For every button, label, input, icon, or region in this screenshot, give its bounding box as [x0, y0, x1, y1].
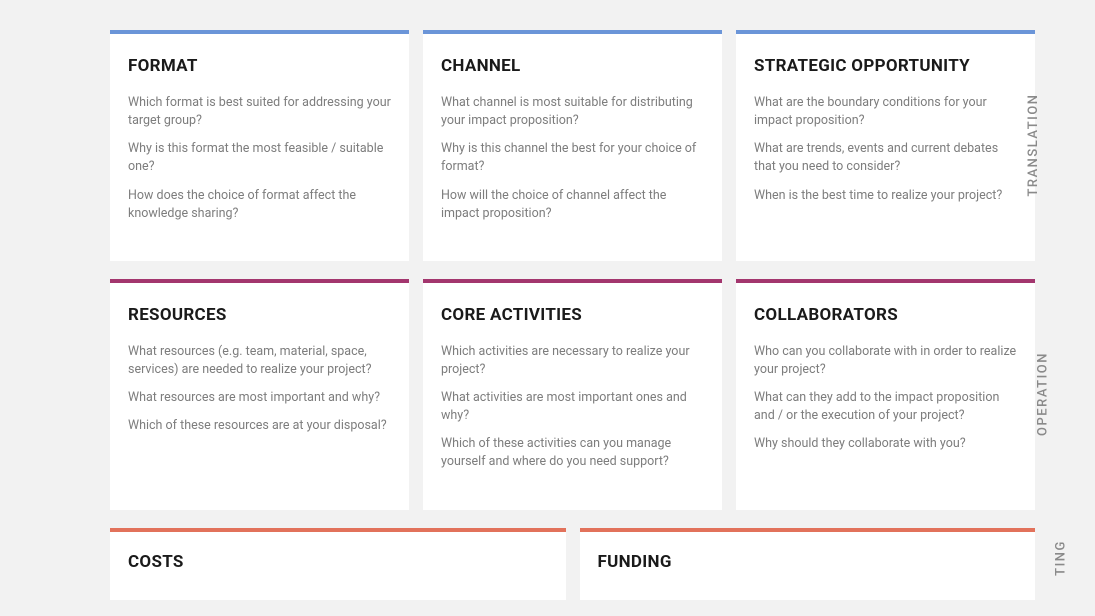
row-translation-cards: FORMAT Which format is best suited for a… — [110, 30, 1035, 261]
card-question: Who can you collaborate with in order to… — [754, 343, 1017, 379]
canvas-container: FORMAT Which format is best suited for a… — [0, 0, 1095, 600]
row-translation: FORMAT Which format is best suited for a… — [110, 30, 1035, 261]
card-question: What can they add to the impact proposit… — [754, 389, 1017, 425]
card-question: What activities are most important ones … — [441, 389, 704, 425]
row-budgeting: COSTS FUNDING TING — [110, 528, 1035, 600]
card-format: FORMAT Which format is best suited for a… — [110, 30, 409, 261]
card-question: How does the choice of format affect the… — [128, 187, 391, 223]
card-costs: COSTS — [110, 528, 566, 600]
card-title: CORE ACTIVITIES — [441, 305, 704, 325]
row-label-operation: OPERATION — [1036, 352, 1051, 436]
card-strategic-opportunity: STRATEGIC OPPORTUNITY What are the bound… — [736, 30, 1035, 261]
row-operation-cards: RESOURCES What resources (e.g. team, mat… — [110, 279, 1035, 510]
row-operation: RESOURCES What resources (e.g. team, mat… — [110, 279, 1035, 510]
card-question: Which of these activities can you manage… — [441, 435, 704, 471]
row-label-budgeting: TING — [1054, 540, 1069, 576]
card-question: Why should they collaborate with you? — [754, 435, 1017, 453]
card-title: CHANNEL — [441, 56, 704, 76]
card-question: What resources are most important and wh… — [128, 389, 391, 407]
card-title: FUNDING — [598, 552, 1018, 572]
row-label-translation: TRANSLATION — [1026, 94, 1041, 197]
card-title: COLLABORATORS — [754, 305, 1017, 325]
card-title: STRATEGIC OPPORTUNITY — [754, 56, 1017, 76]
card-question: What channel is most suitable for distri… — [441, 94, 704, 130]
card-question: Why is this format the most feasible / s… — [128, 140, 391, 176]
card-question: Which format is best suited for addressi… — [128, 94, 391, 130]
card-resources: RESOURCES What resources (e.g. team, mat… — [110, 279, 409, 510]
card-funding: FUNDING — [580, 528, 1036, 600]
card-title: COSTS — [128, 552, 548, 572]
card-collaborators: COLLABORATORS Who can you collaborate wi… — [736, 279, 1035, 510]
card-core-activities: CORE ACTIVITIES Which activities are nec… — [423, 279, 722, 510]
card-channel: CHANNEL What channel is most suitable fo… — [423, 30, 722, 261]
card-question: When is the best time to realize your pr… — [754, 187, 1017, 205]
card-question: What are the boundary conditions for you… — [754, 94, 1017, 130]
card-question: What resources (e.g. team, material, spa… — [128, 343, 391, 379]
row-budgeting-cards: COSTS FUNDING — [110, 528, 1035, 600]
card-question: How will the choice of channel affect th… — [441, 187, 704, 223]
card-question: What are trends, events and current deba… — [754, 140, 1017, 176]
card-title: FORMAT — [128, 56, 391, 76]
card-question: Which activities are necessary to realiz… — [441, 343, 704, 379]
card-question: Which of these resources are at your dis… — [128, 417, 391, 435]
card-title: RESOURCES — [128, 305, 391, 325]
card-question: Why is this channel the best for your ch… — [441, 140, 704, 176]
